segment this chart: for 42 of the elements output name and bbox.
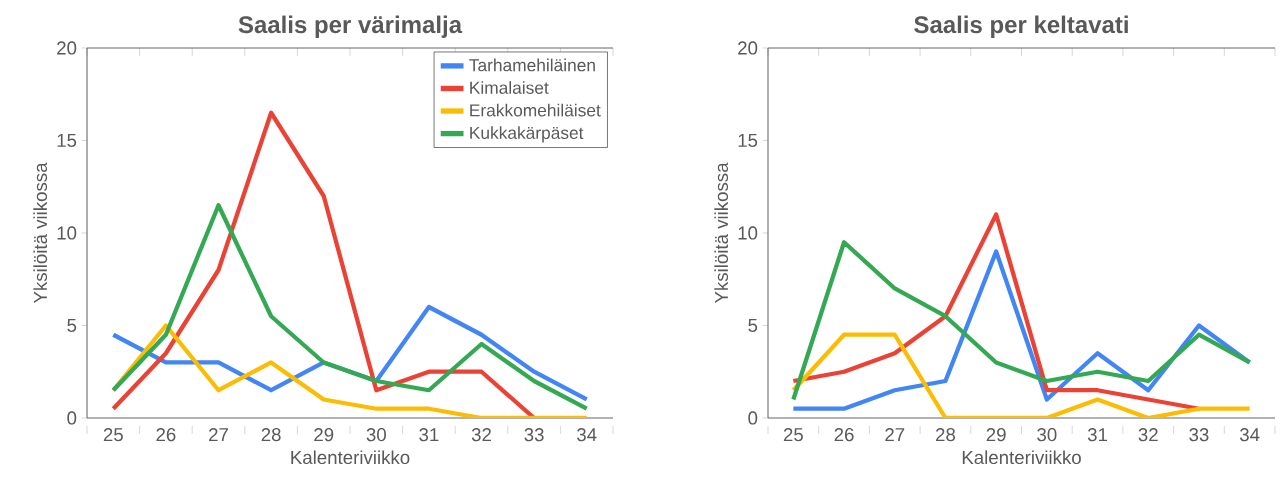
chart-title: Saalis per värimalja — [238, 15, 463, 38]
x-tick-label: 34 — [1239, 428, 1260, 442]
y-tick-label: 5 — [67, 318, 77, 333]
x-tick-label: 32 — [471, 428, 491, 442]
x-tick-label: 29 — [314, 428, 334, 442]
y-tick-label: 0 — [67, 411, 77, 425]
y-tick-label: 10 — [738, 226, 758, 240]
line-series — [791, 212, 1202, 411]
line-series — [111, 203, 589, 411]
y-axis-title: Yksilöitä viikossa — [714, 162, 729, 304]
y-axis-title: Yksilöitä viikossa — [33, 162, 48, 304]
y-tick-label: 20 — [738, 41, 758, 55]
x-tick-label: 30 — [1037, 428, 1057, 442]
x-tick-label: 25 — [103, 428, 123, 442]
y-tick-label: 10 — [57, 226, 77, 240]
x-tick-label: 26 — [156, 428, 176, 442]
x-tick-label: 25 — [783, 428, 803, 442]
x-tick-label: 27 — [209, 428, 228, 442]
y-tick-label: 5 — [748, 318, 758, 333]
legend-label: Erakkomehiläiset — [470, 103, 601, 117]
y-tick-label: 0 — [748, 411, 758, 425]
y-tick-label: 15 — [57, 133, 77, 148]
x-tick-label: 31 — [1087, 428, 1108, 442]
y-tick-label: 20 — [57, 41, 77, 55]
x-axis-title: Kalenteriviikko — [291, 450, 410, 465]
legend-label: Kimalaiset — [470, 81, 549, 94]
x-tick-label: 33 — [524, 428, 544, 442]
x-tick-label: 26 — [834, 428, 854, 442]
x-tick-label: 28 — [261, 428, 281, 442]
x-tick-label: 30 — [366, 428, 386, 442]
x-tick-label: 32 — [1138, 428, 1158, 442]
y-tick-label: 15 — [738, 133, 758, 148]
x-tick-label: 31 — [419, 428, 439, 442]
chart-title: Saalis per keltavati — [914, 15, 1128, 38]
legend-label: Tarhamehiläinen — [469, 58, 595, 72]
legend-label: Kukkakärpäset — [470, 126, 584, 143]
x-tick-label: 33 — [1189, 428, 1209, 442]
x-tick-label: 29 — [986, 428, 1006, 442]
x-tick-label: 27 — [885, 428, 905, 442]
x-axis-title: Kalenteriviikko — [962, 450, 1081, 465]
x-tick-label: 28 — [936, 428, 956, 442]
x-tick-label: 34 — [577, 428, 597, 442]
